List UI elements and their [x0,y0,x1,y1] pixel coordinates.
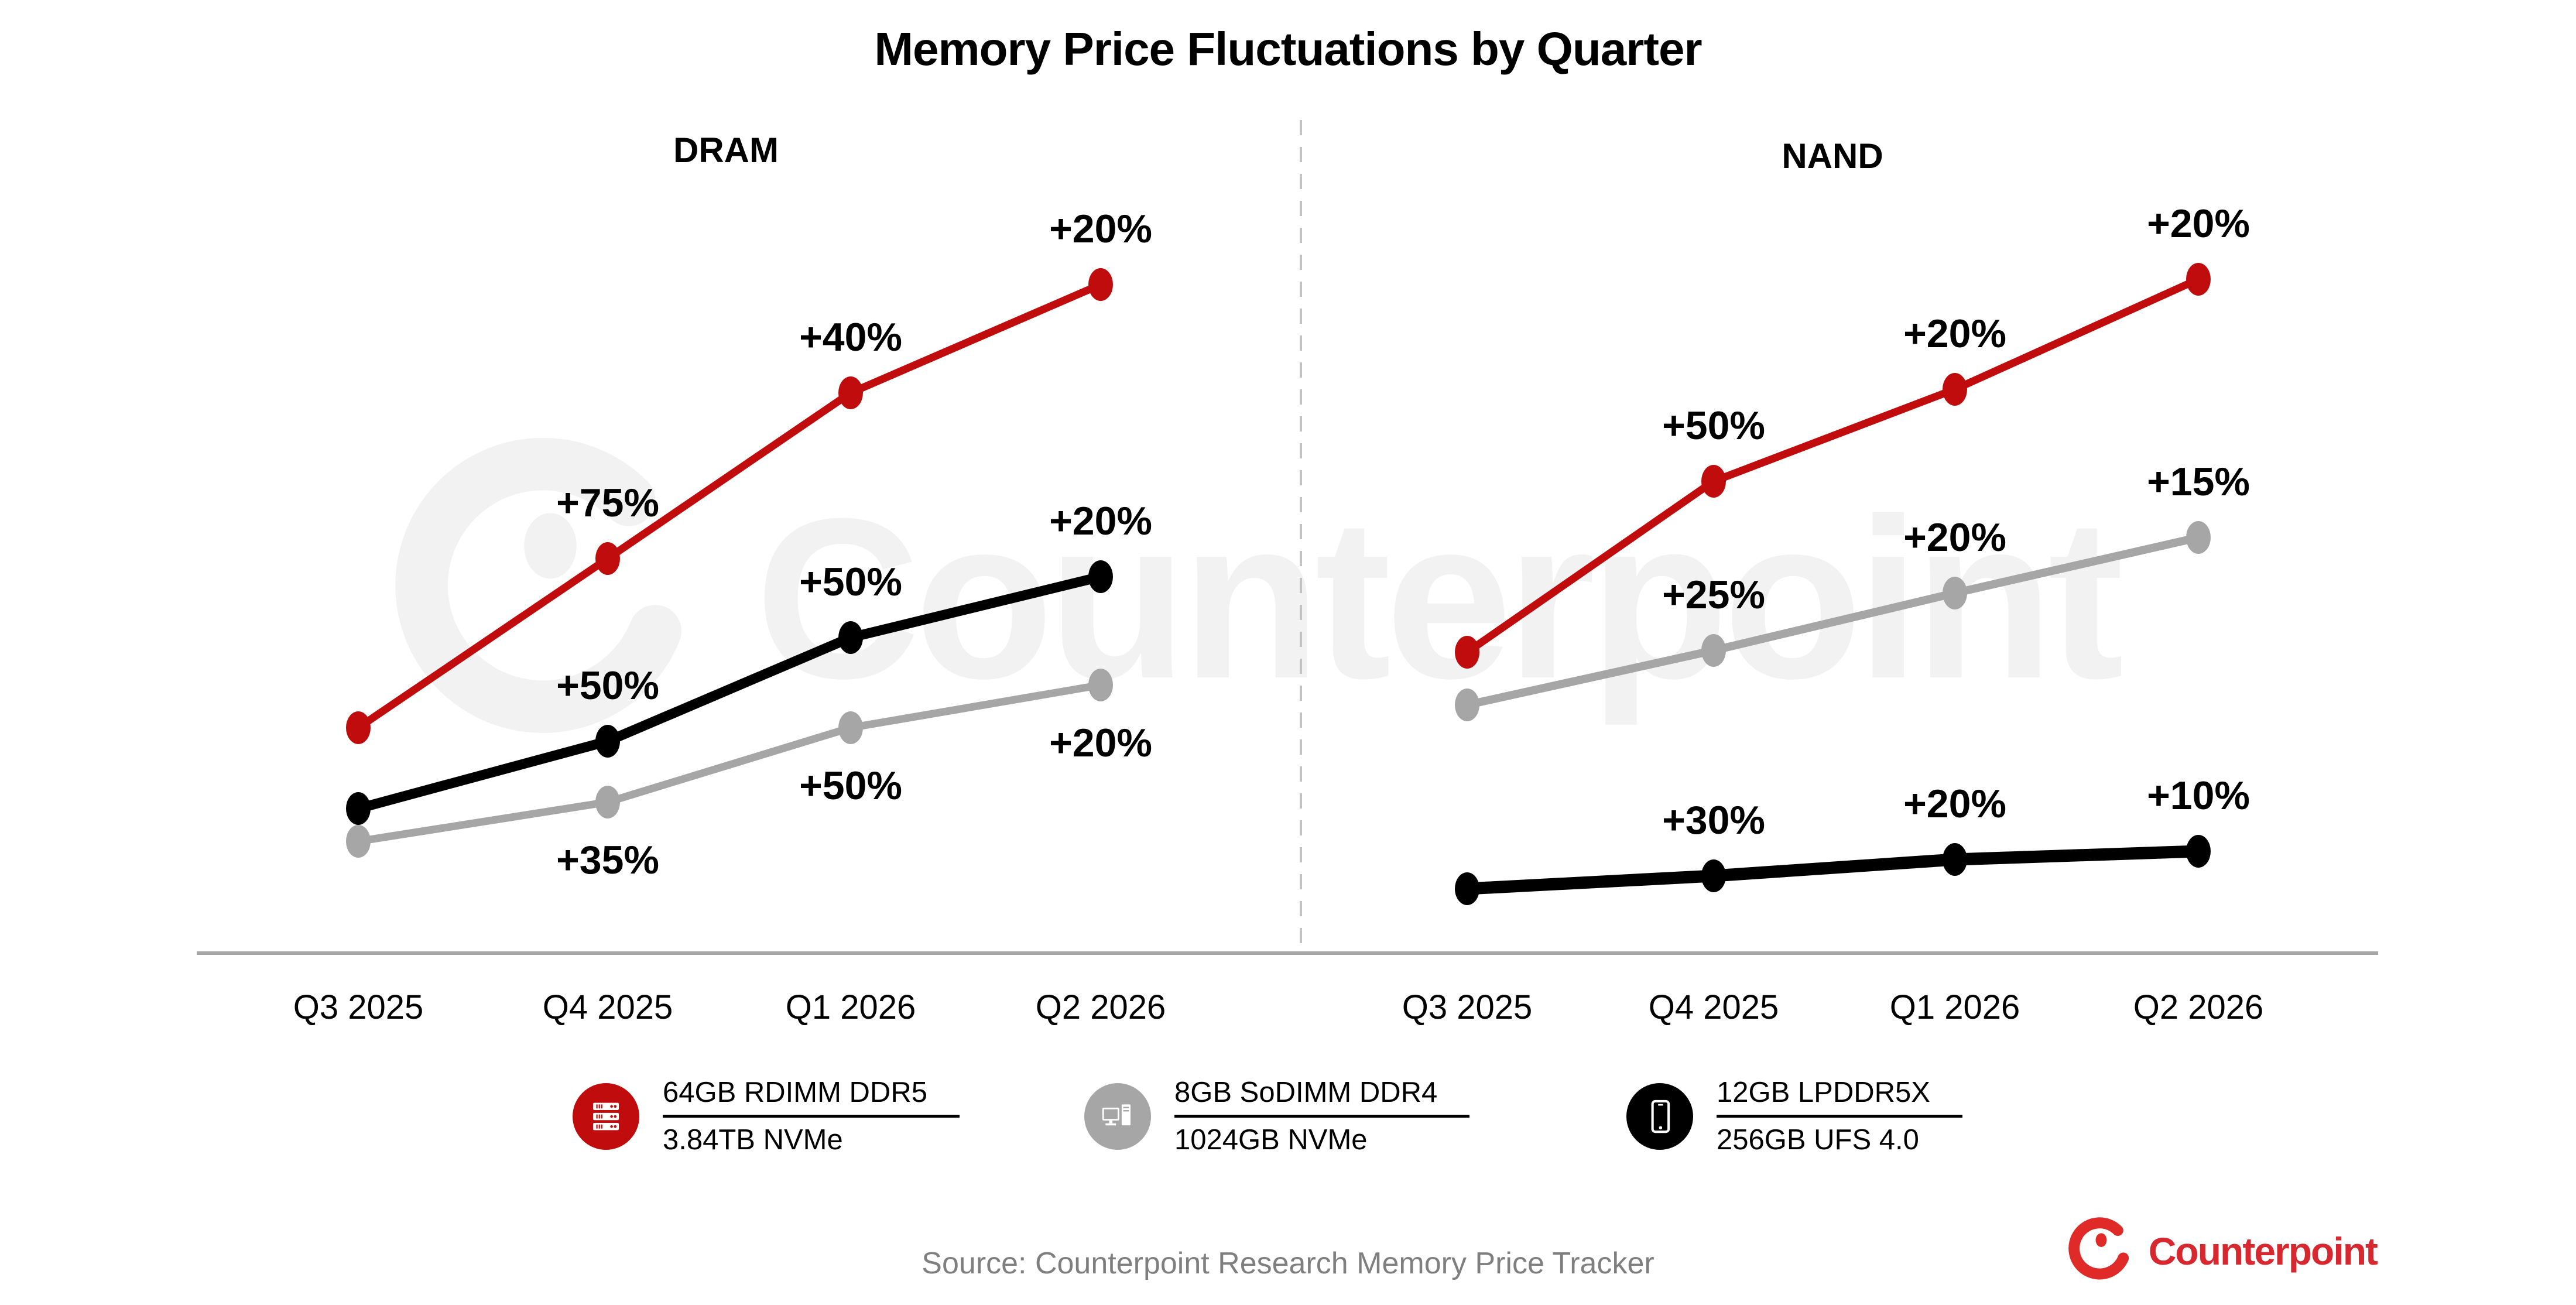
point-label: +20% [1049,721,1152,765]
data-point [1701,465,1726,498]
data-point [1701,634,1726,667]
point-label: +40% [799,315,902,359]
data-point [2186,835,2211,868]
point-label: +20% [1903,311,2006,356]
x-tick-label: Q2 2026 [2133,988,2264,1026]
data-point [1088,560,1113,593]
point-label: +50% [1662,403,1765,448]
series-line [1463,533,2202,709]
x-tick-label: Q1 2026 [786,988,916,1026]
point-label: +10% [2147,773,2250,818]
point-label: +75% [556,481,659,525]
series-line [354,681,1105,845]
watermark-text: Counterpoint [755,471,2124,726]
data-point [1455,689,1479,721]
point-label: +20% [1049,499,1152,543]
data-point [346,792,371,825]
data-point [1088,268,1113,301]
data-point [595,542,620,575]
series-line [1461,845,2205,895]
counterpoint-logo-icon [395,437,681,733]
data-point [838,711,863,744]
x-tick-label: Q4 2025 [543,988,673,1026]
data-point [1455,636,1479,669]
x-tick-label: Q3 2025 [1402,988,1533,1026]
point-label: +50% [799,560,902,604]
series-line [354,280,1105,732]
x-tick-label: Q3 2025 [293,988,424,1026]
data-point [2186,263,2211,296]
data-point [1943,577,1967,609]
data-point [1455,872,1479,905]
data-point [595,786,620,818]
x-tick-label: Q4 2025 [1649,988,1779,1026]
data-point [1943,843,1967,876]
point-label: +20% [1903,515,2006,560]
point-label: +20% [1903,782,2006,826]
data-point [1088,669,1113,701]
data-point [1943,373,1967,406]
data-point [1701,859,1726,892]
point-label: +25% [1662,573,1765,617]
point-label: +50% [556,663,659,708]
point-label: +15% [2147,460,2250,504]
data-point [595,725,620,758]
data-point [346,825,371,858]
point-label: +35% [556,838,659,882]
series-line [1463,275,2202,656]
point-label: +20% [1049,207,1152,251]
data-point [838,376,863,409]
data-point [346,711,371,744]
counterpoint-watermark: Counterpoint [386,434,2124,762]
x-tick-label: Q1 2026 [1890,988,2020,1026]
point-label: +30% [1662,798,1765,842]
x-tick-label: Q2 2026 [1036,988,1166,1026]
data-point [838,621,863,654]
data-point [2186,521,2211,554]
series-line [353,571,1106,814]
point-label: +20% [2147,201,2250,246]
point-label: +50% [799,763,902,808]
